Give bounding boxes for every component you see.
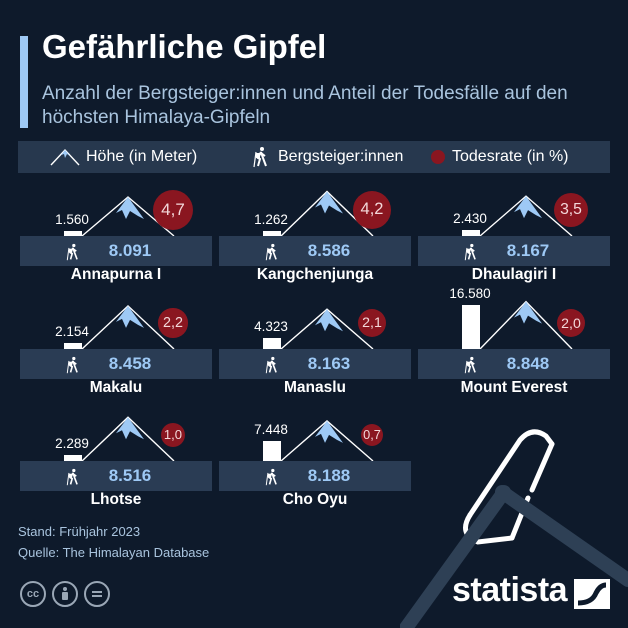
legend-rate: Todesrate (in %) <box>430 141 569 173</box>
peak-height: 8.516 <box>108 466 152 485</box>
statista-logo-icon <box>574 579 610 609</box>
climbers-count: 4.323 <box>254 318 288 334</box>
climbers-count: 2.289 <box>55 435 89 451</box>
climbers-bar <box>263 337 281 349</box>
mountain-shape <box>479 300 573 350</box>
mountain-shape <box>81 304 175 350</box>
peak-name: Lhotse <box>90 491 142 508</box>
legend-height: Höhe (in Meter) <box>50 141 197 173</box>
climbers-count: 2.154 <box>55 324 89 340</box>
peak-panel: 4.323 8.163 Manaslu 2,1 <box>219 299 411 402</box>
peak-panel: 2.154 8.458 Makalu 2,2 <box>20 299 212 402</box>
legend-rate-label: Todesrate (in %) <box>452 148 569 165</box>
mountain-shape <box>479 195 573 237</box>
peak-panel: 2.430 8.167 Dhaulagiri I 3,5 <box>418 186 610 289</box>
peak-name: Manaslu <box>283 379 346 396</box>
peak-name: Kangchenjunga <box>256 266 374 283</box>
climbers-bar <box>64 454 82 461</box>
death-rate-circle: 2,2 <box>158 308 188 338</box>
hiker-icon <box>265 356 277 374</box>
climbers-count: 16.580 <box>449 286 491 301</box>
death-rate-circle: 3,5 <box>553 192 589 228</box>
peak-panel: 7.448 8.188 Cho Oyu 0,7 <box>219 411 411 514</box>
mountain-shape <box>81 416 175 462</box>
creative-commons-icon: cc <box>20 581 46 607</box>
mountain-icon <box>50 148 80 166</box>
death-rate-dot-icon <box>431 150 445 164</box>
carabiner-illustration <box>400 429 628 628</box>
death-rate-circle: 0,7 <box>360 423 384 447</box>
death-rate-circle: 1,0 <box>160 422 186 448</box>
no-derivatives-icon <box>84 581 110 607</box>
peak-strip <box>418 349 610 379</box>
peak-strip <box>20 349 212 379</box>
hiker-icon <box>66 243 78 261</box>
peak-height: 8.458 <box>108 354 152 373</box>
hiker-icon <box>464 356 476 374</box>
license-icons: cc <box>20 581 110 607</box>
hiker-icon <box>253 147 267 168</box>
legend: Höhe (in Meter) Bergsteiger:innen Todesr… <box>18 141 610 173</box>
peak-height: 8.848 <box>506 354 550 373</box>
peak-name: Annapurna I <box>70 266 162 283</box>
peak-height: 8.586 <box>307 241 351 260</box>
peak-name: Makalu <box>89 379 143 396</box>
climbers-count: 2.430 <box>453 210 487 226</box>
peak-panel: 2.289 8.516 Lhotse 1,0 <box>20 411 212 514</box>
climbers-bar <box>263 441 281 461</box>
death-rate-circle: 4,2 <box>353 191 391 229</box>
climbers-count: 1.262 <box>254 212 288 227</box>
hiker-icon <box>66 468 78 486</box>
peak-name: Cho Oyu <box>282 491 348 508</box>
legend-climbers-label: Bergsteiger:innen <box>278 148 404 165</box>
page-title: Gefährliche Gipfel <box>42 28 327 65</box>
mountain-shape <box>280 419 374 462</box>
statista-logo-text: statista <box>452 571 568 609</box>
title-accent-bar <box>20 36 28 128</box>
climbers-bar <box>263 231 281 236</box>
climbers-count: 7.448 <box>254 422 288 438</box>
peak-strip <box>219 461 411 491</box>
peak-name: Dhaulagiri I <box>471 266 557 283</box>
hiker-icon <box>464 243 476 261</box>
climbers-bar <box>64 343 82 349</box>
peak-strip <box>20 461 212 491</box>
peak-strip <box>20 236 212 266</box>
footer-source: Quelle: The Himalayan Database <box>18 545 210 560</box>
page-subtitle: Anzahl der Bergsteiger:innen und Anteil … <box>42 83 568 128</box>
peak-strip <box>219 236 411 266</box>
death-rate-circle: 2,1 <box>357 308 387 338</box>
peak-height: 8.167 <box>506 241 550 260</box>
legend-climbers: Bergsteiger:innen <box>250 141 403 173</box>
peak-panel: 1.262 8.586 Kangchenjunga 4,2 <box>219 186 411 289</box>
peak-strip <box>219 349 411 379</box>
climbers-bar <box>462 229 480 236</box>
hiker-icon <box>265 468 277 486</box>
legend-height-label: Höhe (in Meter) <box>86 148 198 165</box>
death-rate-circle: 4,7 <box>153 190 193 230</box>
peak-height: 8.163 <box>307 354 351 373</box>
peak-panel: 16.580 8.848 Mount Everest 2,0 <box>418 286 610 402</box>
peak-height: 8.091 <box>108 241 152 260</box>
peak-name: Mount Everest <box>460 379 568 396</box>
peak-panel: 1.560 8.091 Annapurna I 4,7 <box>20 186 212 289</box>
attribution-icon <box>52 581 78 607</box>
mountain-shape <box>280 308 374 350</box>
hiker-icon <box>265 243 277 261</box>
peak-strip <box>418 236 610 266</box>
climbers-bar <box>462 305 480 349</box>
climbers-bar <box>64 231 82 236</box>
peak-height: 8.188 <box>307 466 351 485</box>
death-rate-circle: 2,0 <box>556 308 586 338</box>
footer-stand: Stand: Frühjahr 2023 <box>18 524 141 539</box>
climbers-count: 1.560 <box>55 212 89 227</box>
hiker-icon <box>66 356 78 374</box>
